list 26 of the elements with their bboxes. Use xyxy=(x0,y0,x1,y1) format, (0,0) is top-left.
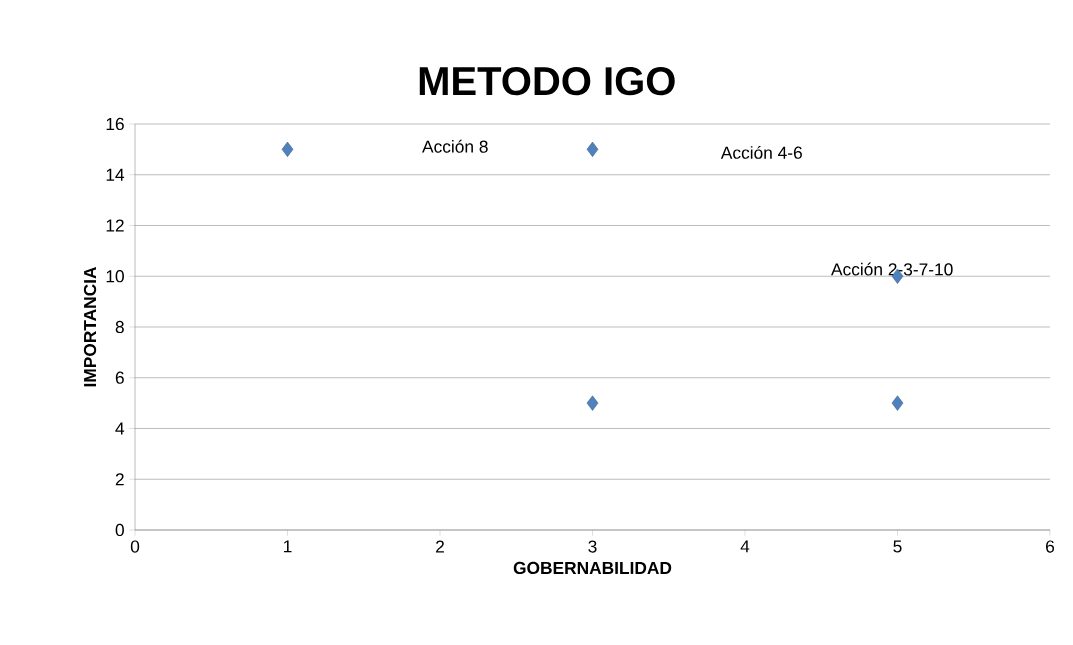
y-tick-label: 6 xyxy=(115,371,124,384)
point xyxy=(281,141,294,157)
y-tick-label: 10 xyxy=(106,270,124,283)
y-tick-label: 0 xyxy=(115,523,124,537)
y-tick-label: 2 xyxy=(115,473,124,486)
x-tick-label: 6 xyxy=(1046,540,1055,553)
x-tick-label: 3 xyxy=(588,540,597,553)
x-tick-label: 0 xyxy=(130,540,140,553)
chart-title: METODO IGO xyxy=(419,66,675,96)
x-tick-label: 2 xyxy=(436,540,444,553)
annotation: Acción 8 xyxy=(422,139,488,153)
point xyxy=(891,395,904,411)
annotation: Acción 4-6 xyxy=(720,145,802,159)
y-axis-title: IMPORTANCIA xyxy=(83,266,97,387)
x-axis-title: GOBERNABILIDAD xyxy=(513,561,672,575)
y-tick-label: 8 xyxy=(115,320,124,334)
y-tick-label: 4 xyxy=(115,422,125,435)
x-tick-label: 5 xyxy=(893,540,902,553)
x-tick-label: 4 xyxy=(740,540,750,553)
point xyxy=(586,141,599,157)
x-tick-label: 1 xyxy=(284,540,292,553)
y-tick-label: 16 xyxy=(106,117,124,131)
y-tick-label: 12 xyxy=(106,219,124,232)
annotation: Acción 2-3-7-10 xyxy=(831,262,953,276)
point xyxy=(586,395,599,411)
y-tick-label: 14 xyxy=(106,168,125,181)
